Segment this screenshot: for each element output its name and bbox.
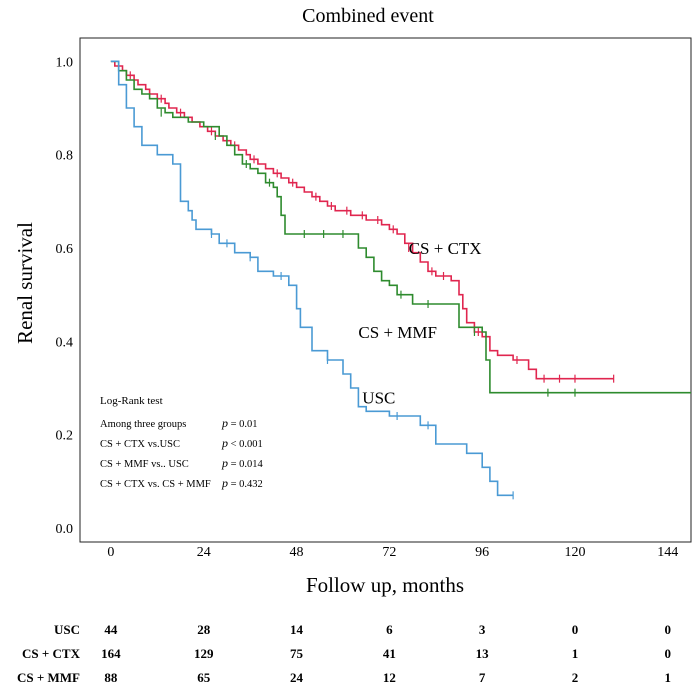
y-tick-label: 1.0 xyxy=(56,55,74,70)
curve-label: CS + CTX xyxy=(409,239,482,258)
y-axis-label: Renal survival xyxy=(13,222,37,344)
curve-cs-mmf xyxy=(110,60,691,394)
x-tick-label: 96 xyxy=(475,545,489,560)
risk-cell: 41 xyxy=(382,646,396,661)
x-axis: 0 24 48 72 96 120 144 xyxy=(107,545,678,560)
curve-label: CS + MMF xyxy=(358,323,437,342)
chart-title: Combined event xyxy=(302,5,434,27)
risk-cell: 88 xyxy=(104,670,118,685)
y-tick-label: 0.4 xyxy=(56,335,74,350)
x-tick-label: 24 xyxy=(197,545,211,560)
risk-cell: 12 xyxy=(382,670,396,685)
risk-cell: 0 xyxy=(571,622,579,637)
survival-chart: Combined event 0.0 0.2 0.4 0.6 0.8 1.0 0 24 48 7… xyxy=(13,5,692,597)
y-tick-label: 0.6 xyxy=(56,242,74,257)
log-rank-annotation: Log-Rank test Among three groups p = 0.01… xyxy=(100,395,264,490)
risk-cell: 44 xyxy=(104,622,118,637)
risk-cell: 6 xyxy=(386,622,393,637)
log-rank-p-value: p = 0.01 xyxy=(221,416,258,430)
y-tick-label: 0.2 xyxy=(56,429,74,444)
risk-cell: 164 xyxy=(101,646,121,661)
curve-label: USC xyxy=(362,388,395,407)
curve-usc xyxy=(110,60,514,497)
risk-cell: 28 xyxy=(197,622,211,637)
plot-frame xyxy=(79,37,692,543)
survival-curves xyxy=(110,60,691,500)
risk-row-name: CS + CTX xyxy=(22,646,80,661)
log-rank-p-value: p = 0.014 xyxy=(221,456,264,470)
x-axis-label: Follow up, months xyxy=(306,573,464,597)
x-tick-label: 0 xyxy=(107,545,114,560)
x-tick-label: 72 xyxy=(382,545,396,560)
risk-cell: 24 xyxy=(290,670,304,685)
risk-cell: 7 xyxy=(478,670,486,685)
risk-cell: 65 xyxy=(197,670,211,685)
log-rank-heading: Log-Rank test xyxy=(100,395,163,407)
log-rank-comparison: Among three groups xyxy=(100,419,186,430)
log-rank-comparison: CS + CTX vs. CS + MMF xyxy=(100,479,211,490)
curve-cs-ctx xyxy=(110,60,614,380)
risk-cell: 3 xyxy=(478,622,486,637)
risk-cell: 2 xyxy=(571,670,579,685)
y-axis: 0.0 0.2 0.4 0.6 0.8 1.0 xyxy=(56,55,74,537)
risk-cell: 1 xyxy=(664,670,672,685)
log-rank-p-value: p < 0.001 xyxy=(221,436,263,450)
risk-row: CS + MMF 88 65 24 12 7 2 1 xyxy=(0,670,699,692)
x-tick-label: 144 xyxy=(657,545,678,560)
risk-cell: 1 xyxy=(571,646,579,661)
risk-cell: 129 xyxy=(193,646,214,661)
y-tick-label: 0.8 xyxy=(56,149,74,164)
curve-labels: CS + CTX CS + MMF USC xyxy=(358,239,481,407)
risk-cell: 14 xyxy=(290,622,304,637)
x-tick-label: 48 xyxy=(290,545,304,560)
y-tick-label: 0.0 xyxy=(56,522,74,537)
risk-row-name: USC xyxy=(53,622,80,637)
risk-row: USC 44 28 14 6 3 0 0 xyxy=(0,622,699,644)
log-rank-p-value: p = 0.432 xyxy=(221,476,263,490)
risk-cell: 75 xyxy=(290,646,304,661)
risk-cell: 0 xyxy=(664,646,672,661)
risk-row-name: CS + MMF xyxy=(16,670,80,685)
x-tick-label: 120 xyxy=(564,545,585,560)
log-rank-comparison: CS + CTX vs.USC xyxy=(100,439,180,450)
risk-row: CS + CTX 164 129 75 41 13 1 0 xyxy=(0,646,699,668)
risk-cell: 13 xyxy=(475,646,489,661)
log-rank-comparison: CS + MMF vs.. USC xyxy=(100,459,189,470)
risk-cell: 0 xyxy=(664,622,672,637)
